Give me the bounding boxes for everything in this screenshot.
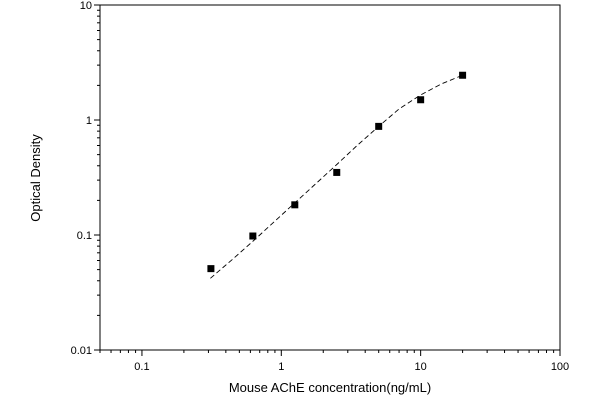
data-point [417, 96, 425, 104]
data-point [333, 168, 341, 176]
x-tick-label: 1 [278, 361, 284, 373]
data-point [375, 122, 383, 130]
x-tick-label: 10 [415, 361, 427, 373]
data-point [459, 71, 467, 79]
data-point [249, 232, 257, 240]
x-tick-label: 0.1 [134, 361, 149, 373]
x-tick-label: 100 [551, 361, 569, 373]
y-axis-ticks: 0.01 0.1 1 10 [71, 0, 100, 357]
x-axis-ticks: 0.1 1 10 100 [99, 350, 569, 373]
y-tick-label: 10 [80, 0, 92, 12]
data-point [207, 265, 215, 273]
plot-frame [99, 4, 561, 351]
y-tick-label: 0.01 [71, 345, 92, 357]
data-points [207, 71, 467, 273]
x-axis-label: Mouse AChE concentration(ng/mL) [229, 380, 431, 395]
y-axis-label: Optical Density [28, 134, 43, 222]
fit-curve [210, 74, 463, 279]
y-tick-label: 0.1 [77, 230, 92, 242]
y-tick-label: 1 [86, 115, 92, 127]
data-point [291, 201, 299, 209]
